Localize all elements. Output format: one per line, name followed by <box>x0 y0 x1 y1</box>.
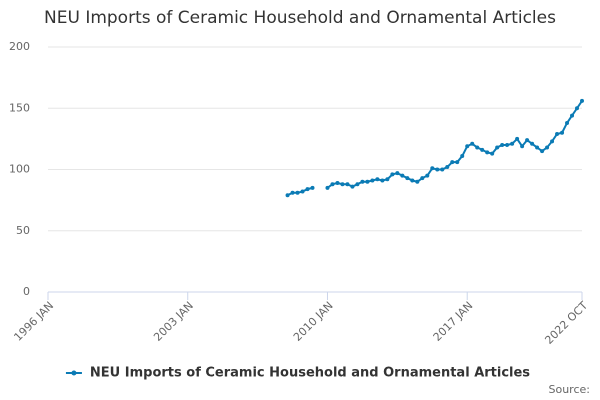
point <box>365 179 370 184</box>
point <box>555 131 560 136</box>
point <box>520 144 525 149</box>
point <box>390 172 395 177</box>
point <box>300 189 305 194</box>
point <box>305 187 310 192</box>
point <box>550 139 555 144</box>
x-tick-label: 1996 JAN <box>11 299 56 344</box>
point <box>450 160 455 165</box>
point <box>380 178 385 183</box>
x-tick-label: 2022 OCT <box>542 299 590 347</box>
point <box>435 167 440 172</box>
point <box>290 190 295 195</box>
point <box>505 143 510 147</box>
point <box>475 145 480 150</box>
point <box>570 113 575 118</box>
legend-label: NEU Imports of Ceramic Household and Orn… <box>90 366 530 381</box>
y-tick-label: 0 <box>23 285 30 298</box>
point <box>295 190 300 195</box>
point <box>410 178 415 183</box>
point <box>525 138 530 143</box>
point <box>350 184 355 189</box>
point <box>385 177 390 182</box>
point <box>460 154 465 159</box>
point <box>415 179 420 184</box>
legend-marker <box>71 370 77 376</box>
point <box>370 178 375 183</box>
point <box>310 185 315 190</box>
point <box>420 176 425 181</box>
y-tick-label: 150 <box>9 101 30 114</box>
point <box>400 173 405 178</box>
point <box>500 143 505 147</box>
point <box>440 167 445 172</box>
point <box>560 130 565 135</box>
point <box>540 149 545 154</box>
point <box>490 151 495 156</box>
point <box>480 147 485 152</box>
point <box>335 180 340 185</box>
source: Source: <box>549 383 591 396</box>
point <box>330 182 335 187</box>
point <box>465 144 470 149</box>
x-tick-label: 2003 JAN <box>151 299 196 344</box>
point <box>395 171 400 176</box>
x-tick-label: 2010 JAN <box>291 299 336 344</box>
point <box>455 160 460 165</box>
point <box>405 176 410 181</box>
point <box>510 141 515 146</box>
point <box>530 141 535 146</box>
point <box>545 145 550 150</box>
point <box>425 173 430 178</box>
point <box>340 182 345 187</box>
point <box>575 106 580 111</box>
point <box>430 166 435 171</box>
y-tick-label: 50 <box>16 224 30 237</box>
point <box>445 165 450 170</box>
point <box>325 185 330 190</box>
point <box>375 177 380 182</box>
point <box>515 136 520 141</box>
chart-title: NEU Imports of Ceramic Household and Orn… <box>44 8 556 28</box>
point <box>485 150 490 155</box>
point <box>580 98 584 103</box>
y-tick-label: 100 <box>9 163 30 176</box>
point <box>535 145 540 150</box>
y-tick-label: 200 <box>9 40 30 53</box>
point <box>355 182 360 187</box>
point <box>565 120 570 125</box>
x-tick-label: 2017 JAN <box>431 299 476 344</box>
point <box>285 193 290 198</box>
point <box>345 182 350 187</box>
point <box>495 145 500 150</box>
point <box>360 179 365 184</box>
point <box>470 141 475 146</box>
